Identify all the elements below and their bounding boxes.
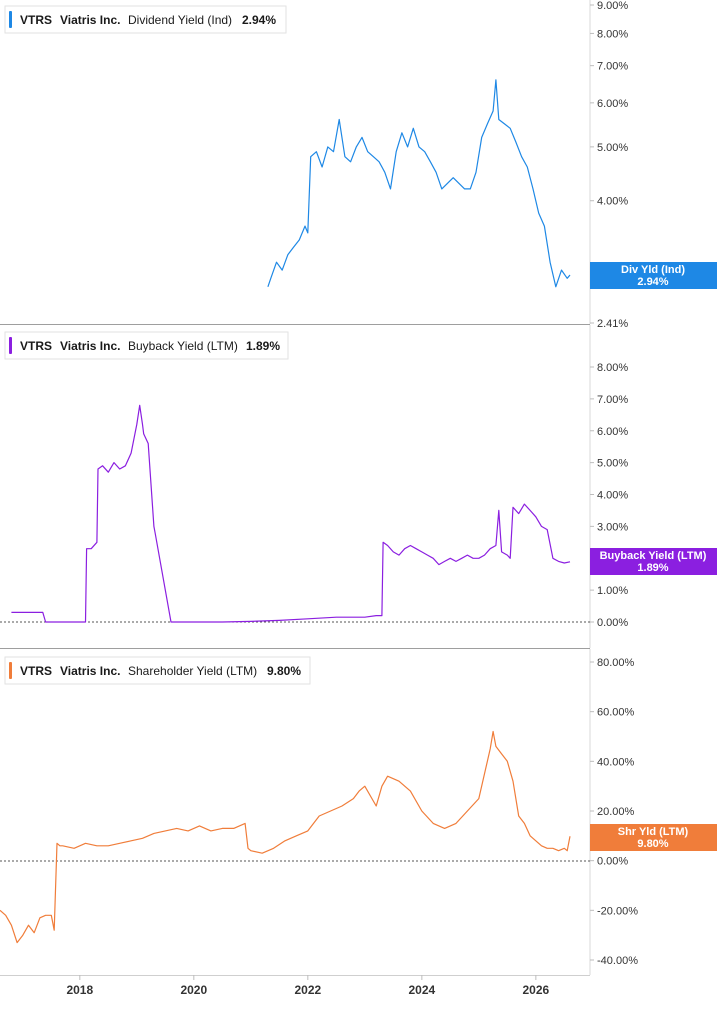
legend-ticker: VTRS (20, 13, 52, 27)
series-line-dividend-yield (267, 79, 571, 288)
legend-background (4, 331, 289, 360)
value-badge: Shr Yld (LTM) 9.80% (590, 824, 717, 851)
y-tick-label: 40.00% (597, 756, 635, 768)
legend-value: 1.89% (246, 339, 280, 353)
y-tick-label: 1.00% (597, 585, 628, 597)
value-badge-background (590, 824, 717, 851)
legend-ticker: VTRS (20, 664, 52, 678)
value-badge-background (590, 548, 717, 575)
x-tick-label: 2018 (66, 983, 93, 997)
y-tick-label: 5.00% (597, 458, 628, 470)
legend-box[interactable]: VTRS Viatris Inc. Buyback Yield (LTM) 1.… (4, 331, 289, 360)
legend-metric: Shareholder Yield (LTM) (128, 664, 257, 678)
legend-value: 2.94% (242, 13, 276, 27)
y-tick-label: 5.00% (597, 142, 628, 154)
legend-company: Viatris Inc. (60, 339, 120, 353)
y-tick-label: 7.00% (597, 61, 628, 73)
value-badge-value: 9.80% (637, 838, 668, 850)
legend-metric: Dividend Yield (Ind) (128, 13, 232, 27)
y-tick-label: 4.00% (597, 196, 628, 208)
x-tick-label: 2024 (408, 983, 435, 997)
panel-dividend-yield: VTRS Viatris Inc. Dividend Yield (Ind) 2… (0, 0, 717, 330)
x-tick-label: 2022 (294, 983, 321, 997)
y-tick-label: 8.00% (597, 28, 628, 40)
y-axis: 8.00% 7.00% 6.00% 5.00% 4.00% 3.00% 1.00% 0.00% (590, 362, 628, 629)
y-tick-label: 80.00% (597, 657, 635, 669)
legend-box[interactable]: VTRS Viatris Inc. Dividend Yield (Ind) 2… (4, 5, 287, 34)
x-axis: 2018 2020 2022 2024 2026 (0, 975, 590, 997)
legend-background (4, 5, 287, 34)
legend-value: 9.80% (267, 664, 301, 678)
y-tick-label: 60.00% (597, 707, 635, 719)
y-tick-label: 20.00% (597, 806, 635, 818)
legend-color-swatch (9, 337, 12, 354)
value-badge-value: 2.94% (637, 276, 668, 288)
legend-color-swatch (9, 662, 12, 679)
y-tick-label: 0.00% (597, 856, 628, 868)
value-badge: Buyback Yield (LTM) 1.89% (590, 548, 717, 575)
legend-metric: Buyback Yield (LTM) (128, 339, 238, 353)
y-axis: 80.00% 60.00% 40.00% 20.00% 0.00% -20.00% -40.… (590, 657, 638, 967)
y-tick-label: -20.00% (597, 905, 638, 917)
y-tick-label: 6.00% (597, 98, 628, 110)
legend-ticker: VTRS (20, 339, 52, 353)
panel-buyback-yield: VTRS Viatris Inc. Buyback Yield (LTM) 1.… (0, 325, 717, 649)
y-tick-label: 3.00% (597, 521, 628, 533)
y-tick-label: 7.00% (597, 394, 628, 406)
y-tick-label: 2.41% (597, 318, 628, 330)
y-tick-label: 0.00% (597, 617, 628, 629)
y-tick-label: 4.00% (597, 490, 628, 502)
value-badge-label: Div Yld (Ind) (621, 264, 685, 276)
value-badge: Div Yld (Ind) 2.94% (590, 262, 717, 289)
y-tick-label: -40.00% (597, 955, 638, 967)
legend-color-swatch (9, 11, 12, 28)
value-badge-background (590, 262, 717, 289)
panel-shareholder-yield: VTRS Viatris Inc. Shareholder Yield (LTM… (0, 649, 717, 975)
value-badge-label: Buyback Yield (LTM) (600, 550, 707, 562)
legend-box[interactable]: VTRS Viatris Inc. Shareholder Yield (LTM… (4, 656, 311, 685)
legend-background (4, 656, 311, 685)
y-tick-label: 8.00% (597, 362, 628, 374)
value-badge-label: Shr Yld (LTM) (618, 826, 689, 838)
legend-company: Viatris Inc. (60, 664, 120, 678)
y-tick-label: 6.00% (597, 426, 628, 438)
series-line-buyback-yield (11, 404, 571, 623)
y-tick-label: 9.00% (597, 0, 628, 12)
series-line-shareholder-yield (0, 730, 571, 944)
x-tick-label: 2026 (522, 983, 549, 997)
legend-company: Viatris Inc. (60, 13, 120, 27)
x-tick-label: 2020 (180, 983, 207, 997)
value-badge-value: 1.89% (637, 562, 668, 574)
